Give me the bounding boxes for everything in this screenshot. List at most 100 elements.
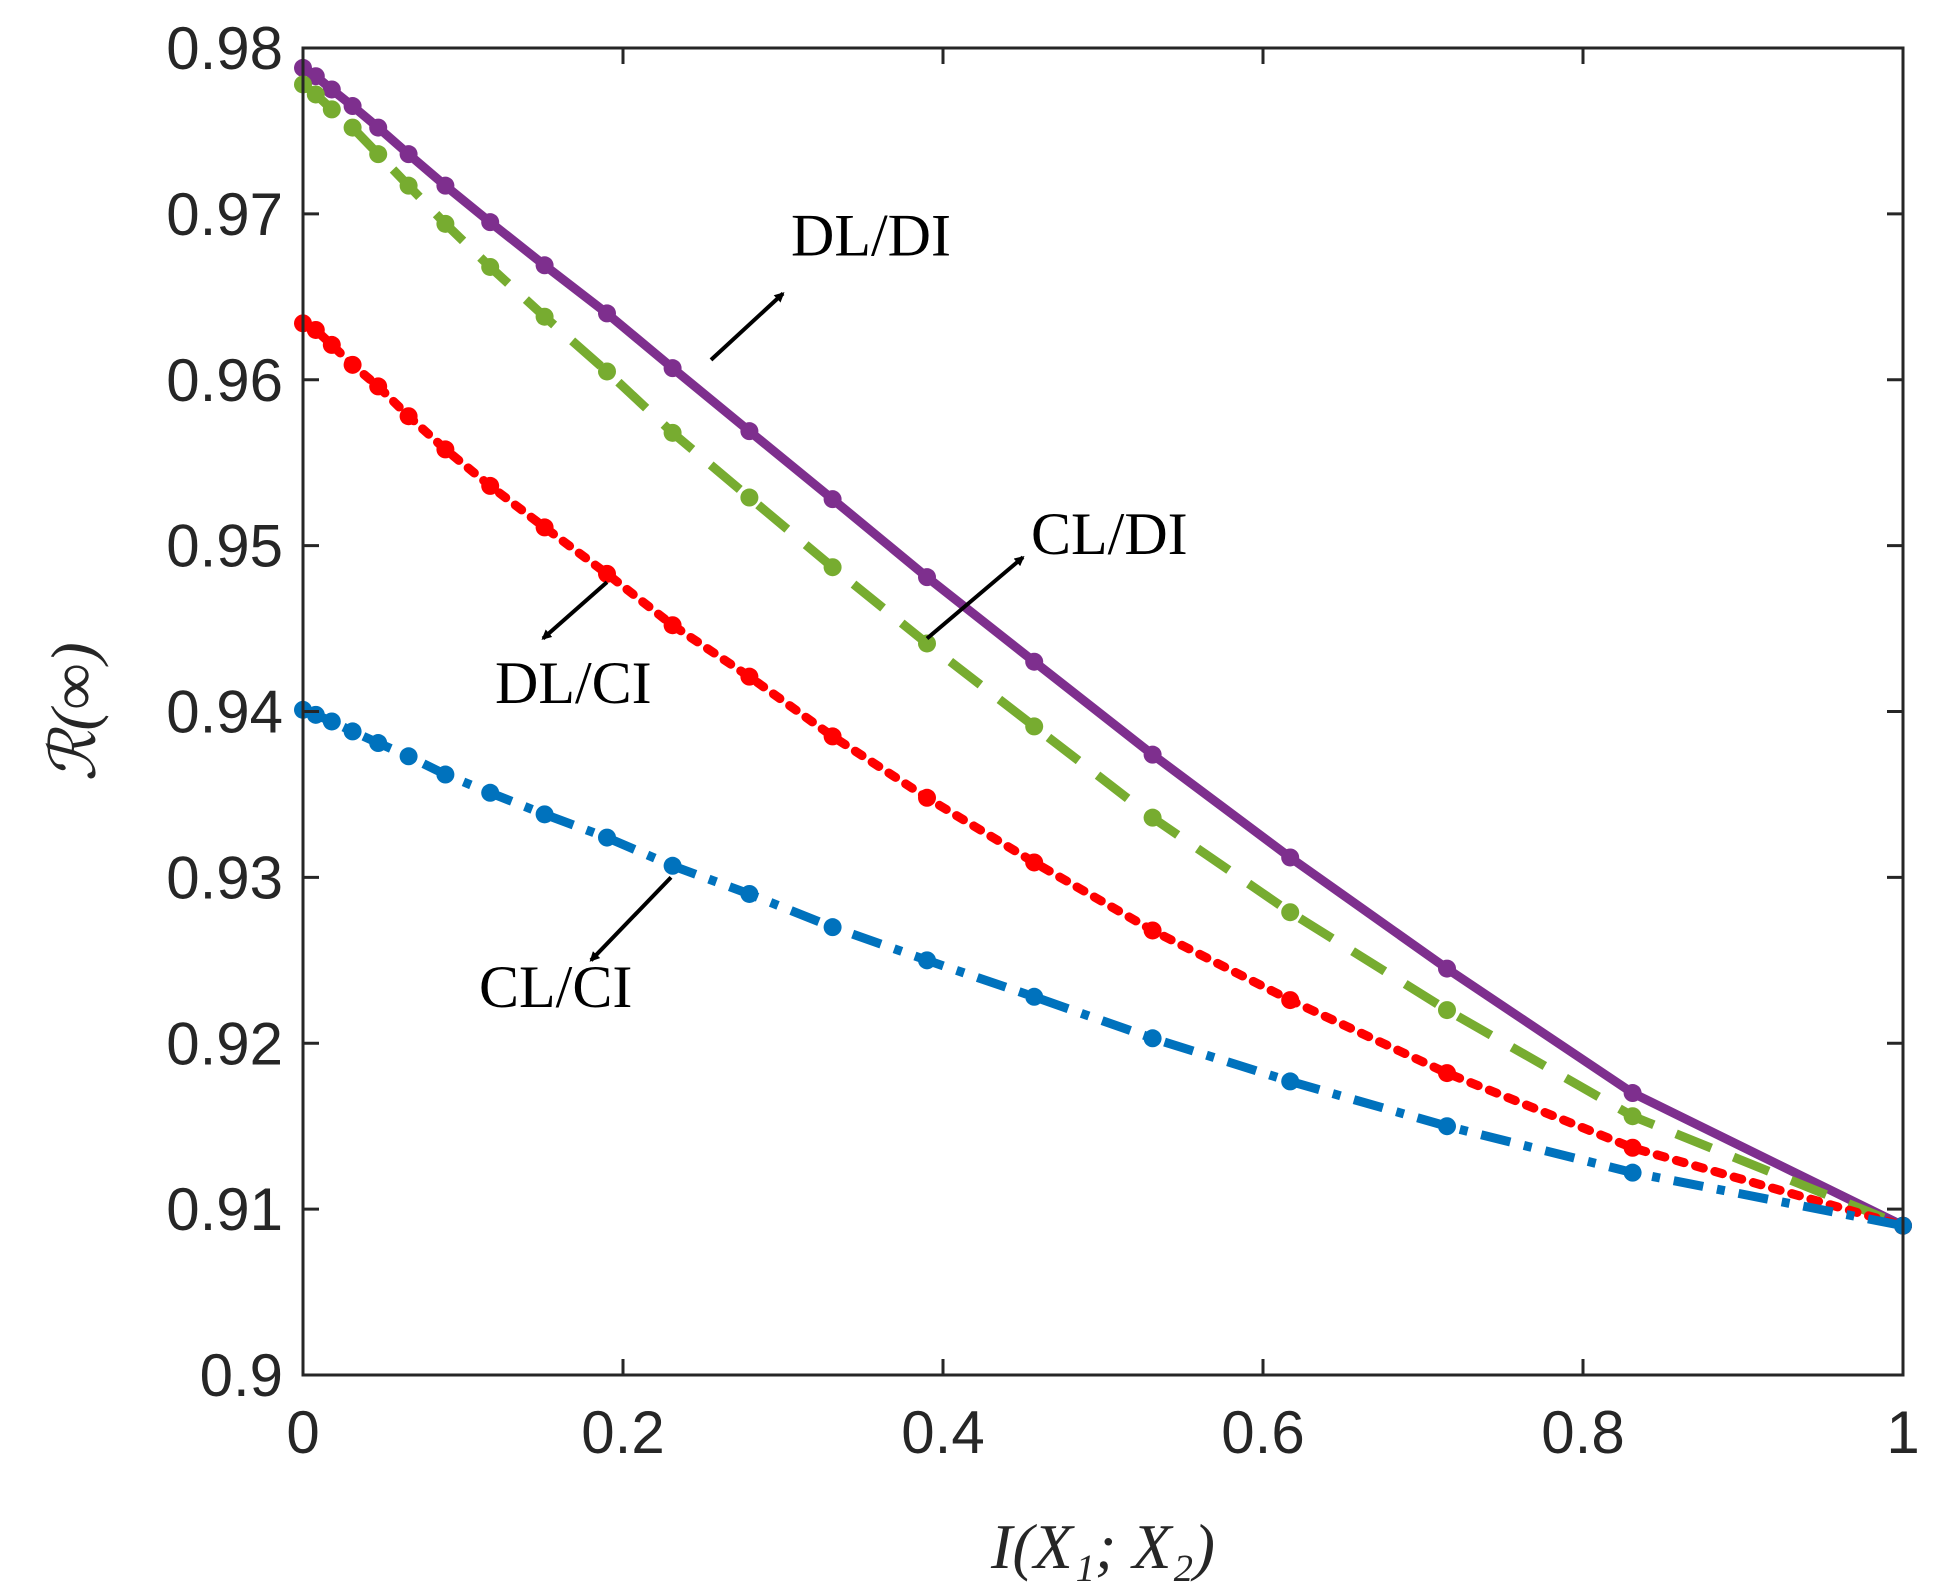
x-tick-label: 1 [1886, 1399, 1919, 1466]
data-point-cl-di [306, 85, 325, 104]
x-tick-label: 0.6 [1221, 1399, 1304, 1466]
data-point-dl-ci [535, 518, 554, 537]
annotation-arrow-cl-di [925, 555, 1025, 641]
data-point-cl-di [436, 214, 455, 233]
data-point-dl-ci [598, 564, 616, 583]
data-point-cl-di [1281, 903, 1300, 922]
y-tick-label: 0.98 [166, 15, 283, 82]
data-point-dl-ci [436, 440, 455, 459]
annotation-label-cl-ci: CL/CI [479, 954, 632, 1020]
data-point-cl-di [663, 423, 682, 442]
data-point-dl-di [918, 568, 936, 587]
data-point-dl-di [322, 80, 341, 99]
data-point-dl-di [1281, 848, 1300, 867]
x-tick-label: 0.2 [581, 1399, 664, 1466]
data-point-dl-ci [918, 788, 936, 807]
data-point-dl-ci [1438, 1064, 1456, 1083]
data-point-dl-ci [369, 377, 388, 396]
annotation-label-dl-di: DL/DI [791, 202, 951, 268]
data-point-cl-ci [535, 805, 554, 824]
data-point-cl-ci [1143, 1029, 1162, 1048]
series-dl-di [294, 58, 1912, 1235]
data-point-cl-ci [1623, 1163, 1642, 1182]
data-point-dl-ci [1281, 991, 1300, 1010]
annotation-label-cl-di: CL/DI [1031, 501, 1188, 567]
data-point-cl-ci [598, 828, 616, 847]
y-tick-label: 0.97 [166, 181, 283, 248]
series-dl-ci [294, 314, 1912, 1235]
annotation-arrow-dl-ci [541, 580, 609, 641]
y-axis-title: ℛ(∞) [38, 642, 109, 781]
data-point-dl-ci [306, 320, 325, 339]
data-point-cl-ci [1025, 987, 1044, 1006]
y-tick-label: 0.95 [166, 513, 283, 580]
data-point-cl-ci [399, 747, 418, 766]
data-point-dl-ci [322, 335, 341, 354]
data-point-dl-ci [481, 476, 500, 495]
data-point-cl-di [740, 488, 759, 507]
data-point-cl-ci [343, 722, 362, 741]
data-point-cl-ci [823, 918, 842, 937]
data-point-dl-di [535, 256, 554, 275]
y-tick-label: 0.9 [200, 1342, 283, 1409]
data-point-dl-ci [343, 355, 362, 374]
data-point-dl-di [343, 97, 362, 116]
data-point-cl-ci [306, 705, 325, 724]
data-point-dl-di [1438, 959, 1456, 978]
data-point-cl-di [399, 176, 418, 195]
data-point-cl-ci [740, 884, 759, 903]
data-point-cl-di [918, 634, 936, 653]
data-point-dl-di [1143, 745, 1162, 764]
data-point-cl-ci [369, 734, 388, 753]
data-point-cl-di [1025, 717, 1044, 736]
y-tick-label: 0.93 [166, 844, 283, 911]
data-point-cl-ci [436, 765, 455, 784]
data-point-cl-ci [918, 951, 936, 970]
y-tick-label: 0.96 [166, 347, 283, 414]
data-point-cl-di [535, 307, 554, 326]
data-point-cl-di [823, 558, 842, 577]
data-point-cl-di [369, 145, 388, 164]
data-point-dl-di [399, 145, 418, 164]
data-point-cl-di [481, 257, 500, 276]
data-point-cl-di [1623, 1107, 1642, 1126]
data-point-dl-ci [740, 667, 759, 686]
data-point-dl-ci [1143, 921, 1162, 940]
data-point-dl-di [598, 304, 616, 323]
data-point-cl-di [343, 118, 362, 137]
data-point-cl-di [322, 100, 341, 119]
y-tick-label: 0.92 [166, 1010, 283, 1077]
data-point-cl-ci [663, 856, 682, 875]
data-point-cl-di [1143, 808, 1162, 827]
x-tick-label: 0.8 [1541, 1399, 1624, 1466]
data-point-cl-ci [322, 712, 341, 731]
tick-label-layer: 0 0.2 0.4 0.6 0.8 1 0.9 0.91 0.92 0.93 0.94 0.95 0.9… [166, 15, 1919, 1466]
x-tick-label: 0 [286, 1399, 319, 1466]
data-point-dl-di [481, 213, 500, 232]
data-point-dl-di [1025, 652, 1044, 671]
data-point-dl-di [1623, 1084, 1642, 1103]
data-point-dl-di [306, 67, 325, 86]
x-tick-label: 0.4 [901, 1399, 984, 1466]
annotation-layer: DL/DI CL/DI DL/CI CL/CI [479, 202, 1188, 1019]
annotation-label-dl-ci: DL/CI [495, 650, 652, 716]
data-point-dl-ci [1025, 853, 1044, 872]
data-point-dl-di [663, 359, 682, 378]
data-point-dl-di [436, 176, 455, 195]
tick-layer [301, 46, 1905, 1377]
data-point-dl-ci [663, 616, 682, 635]
data-point-cl-di [598, 362, 616, 381]
annotation-arrow-dl-di [709, 292, 785, 362]
data-point-dl-ci [399, 407, 418, 426]
data-point-dl-ci [823, 727, 842, 746]
data-point-cl-di [1438, 1001, 1456, 1020]
data-point-dl-ci [1623, 1138, 1642, 1157]
data-point-dl-di [369, 118, 388, 137]
y-tick-label: 0.91 [166, 1176, 283, 1243]
data-point-dl-di [740, 422, 759, 441]
y-tick-label: 0.94 [166, 679, 283, 746]
annotation-arrow-cl-ci [589, 875, 673, 962]
data-point-cl-ci [481, 783, 500, 802]
data-point-dl-di [823, 490, 842, 509]
